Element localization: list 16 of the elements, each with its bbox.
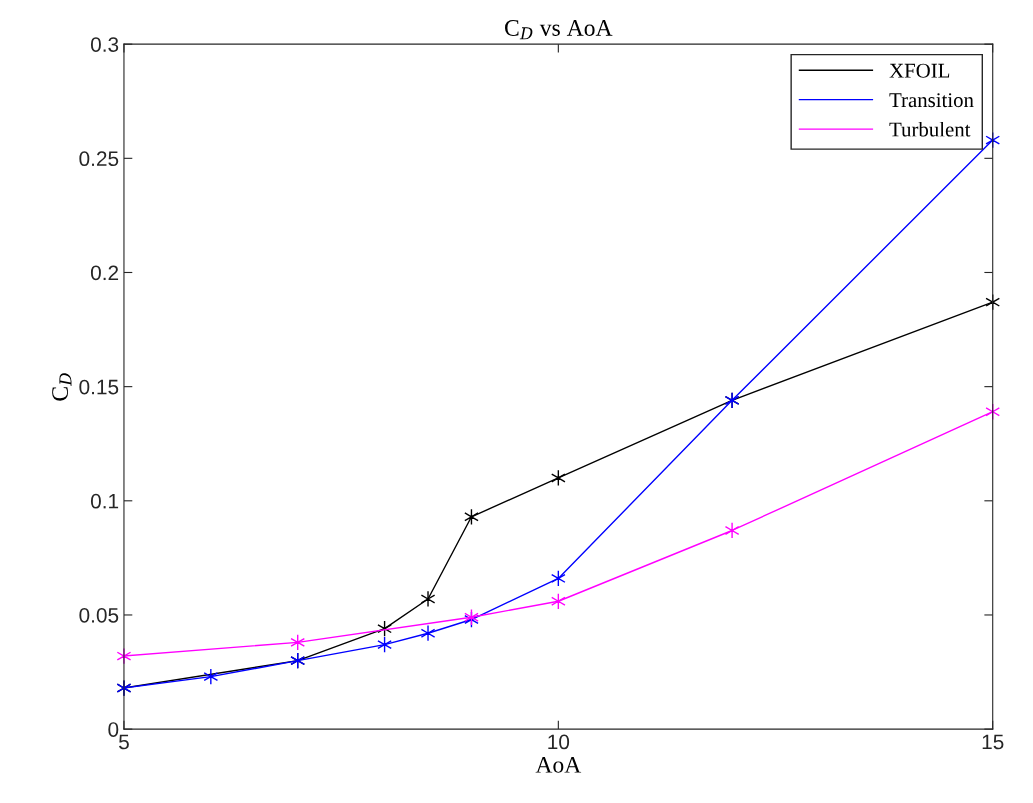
y-tick-label: 0.05	[79, 607, 119, 623]
x-tick-label: 5	[119, 734, 129, 750]
y-tick-label: 0.1	[90, 493, 119, 509]
x-tick-label: 10	[548, 734, 570, 750]
y-tick-label: 0.3	[90, 37, 119, 52]
legend-label: Transition	[889, 93, 974, 108]
legend-label: XFOIL	[889, 63, 950, 78]
y-tick-label: 0.15	[79, 379, 119, 395]
chart-title: C$_{D}$ vs AoA	[505, 20, 613, 40]
x-axis-title: AoA	[535, 756, 582, 773]
y-tick-label: 0.2	[90, 265, 119, 281]
y-axis-title: C$_{D}$	[52, 373, 72, 401]
x-tick-label: 15	[982, 734, 1004, 750]
y-tick-label: 0.25	[79, 151, 119, 167]
y-tick-label: 0	[108, 722, 119, 737]
legend-label: Turbulent	[889, 121, 971, 137]
